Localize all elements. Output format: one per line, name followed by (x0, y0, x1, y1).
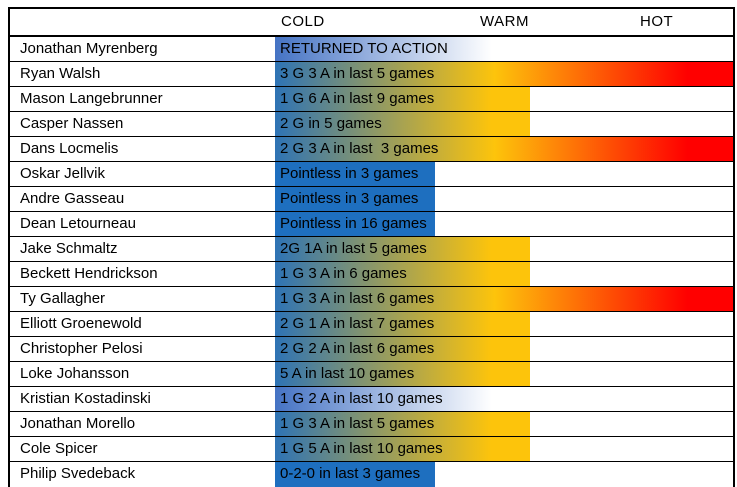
player-name: Loke Johansson (20, 365, 130, 382)
heat-scale-header: COLD WARM HOT (10, 9, 733, 37)
heat-bar-area: Pointless in 3 games (275, 162, 733, 186)
heat-bar-area: 1 G 3 A in 6 games (275, 262, 733, 286)
player-name: Christopher Pelosi (20, 340, 143, 357)
heat-bar-area: Pointless in 16 games (275, 212, 733, 236)
heat-bar-area: Pointless in 3 games (275, 187, 733, 211)
player-name: Dans Locmelis (20, 140, 119, 157)
heat-bar-warm: 2 G 1 A in last 7 games (275, 312, 530, 336)
heat-bar-warm: 1 G 3 A in last 5 games (275, 412, 530, 436)
heat-bar-hot: 2 G 3 A in last 3 games (275, 137, 733, 161)
player-name: Ty Gallagher (20, 290, 106, 307)
table-row: Jonathan Morello 1 G 3 A in last 5 games (10, 412, 733, 437)
heat-bar-warm: 1 G 5 A in last 10 games (275, 437, 530, 461)
table-row: Dean Letourneau Pointless in 16 games (10, 212, 733, 237)
heat-bar-area: RETURNED TO ACTION (275, 37, 733, 61)
status-label: 5 A in last 10 games (280, 365, 415, 382)
header-warm: WARM (480, 13, 529, 30)
heat-bar-area: 1 G 2 A in last 10 games (275, 387, 733, 411)
table-row: Ryan Walsh 3 G 3 A in last 5 games (10, 62, 733, 87)
heat-bar-warm: 1 G 3 A in 6 games (275, 262, 530, 286)
heat-bar-warm: 1 G 6 A in last 9 games (275, 87, 530, 111)
player-name: Ryan Walsh (20, 65, 101, 82)
table-row: Philip Svedeback 0-2-0 in last 3 games (10, 462, 733, 487)
heat-bar-cold: 0-2-0 in last 3 games (275, 462, 435, 487)
status-label: 3 G 3 A in last 5 games (280, 65, 435, 82)
table-row: Loke Johansson 5 A in last 10 games (10, 362, 733, 387)
player-name: Beckett Hendrickson (20, 265, 158, 282)
heat-bar-area: 2G 1A in last 5 games (275, 237, 733, 261)
player-name: Philip Svedeback (20, 465, 136, 482)
heat-bar-area: 1 G 6 A in last 9 games (275, 87, 733, 111)
table-row: Oskar Jellvik Pointless in 3 games (10, 162, 733, 187)
table-row: Christopher Pelosi 2 G 2 A in last 6 game… (10, 337, 733, 362)
heat-bar-fade: RETURNED TO ACTION (275, 37, 530, 61)
status-label: 1 G 6 A in last 9 games (280, 90, 435, 107)
status-label: 2 G 2 A in last 6 games (280, 340, 435, 357)
heat-bar-cold: Pointless in 3 games (275, 187, 435, 211)
status-label: 1 G 3 A in last 6 games (280, 290, 435, 307)
player-name: Dean Letourneau (20, 215, 136, 232)
player-name: Jonathan Morello (20, 415, 136, 432)
heat-bar-area: 5 A in last 10 games (275, 362, 733, 386)
player-name: Cole Spicer (20, 440, 98, 457)
heat-bar-hot: 3 G 3 A in last 5 games (275, 62, 733, 86)
status-label: 2 G 1 A in last 7 games (280, 315, 435, 332)
player-name: Mason Langebrunner (20, 90, 163, 107)
player-name: Andre Gasseau (20, 190, 125, 207)
status-label: RETURNED TO ACTION (280, 40, 448, 57)
status-label: 1 G 3 A in last 5 games (280, 415, 435, 432)
header-hot: HOT (640, 13, 674, 30)
heat-bar-hot: 1 G 3 A in last 6 games (275, 287, 733, 311)
heat-bar-area: 1 G 3 A in last 6 games (275, 287, 733, 311)
heat-bar-area: 3 G 3 A in last 5 games (275, 62, 733, 86)
status-label: 1 G 2 A in last 10 games (280, 390, 443, 407)
status-label: Pointless in 16 games (280, 215, 427, 232)
status-label: 2 G 3 A in last 3 games (280, 140, 439, 157)
heat-table: COLD WARM HOT Jonathan Myrenberg RETURNED… (8, 7, 735, 487)
status-label: 1 G 5 A in last 10 games (280, 440, 443, 457)
table-row: Casper Nassen 2 G in 5 games (10, 112, 733, 137)
player-name: Jake Schmaltz (20, 240, 118, 257)
heat-bar-area: 1 G 3 A in last 5 games (275, 412, 733, 436)
heat-bar-area: 2 G 2 A in last 6 games (275, 337, 733, 361)
table-row: Jake Schmaltz 2G 1A in last 5 games (10, 237, 733, 262)
heat-bar-warm: 2G 1A in last 5 games (275, 237, 530, 261)
player-rows: Jonathan Myrenberg RETURNED TO ACTION Ryan… (10, 37, 733, 487)
table-row: Kristian Kostadinski 1 G 2 A in last 10 g… (10, 387, 733, 412)
heat-bar-area: 0-2-0 in last 3 games (275, 462, 733, 487)
table-row: Dans Locmelis 2 G 3 A in last 3 games (10, 137, 733, 162)
heat-bar-warm: 2 G in 5 games (275, 112, 530, 136)
status-label: 2 G in 5 games (280, 115, 382, 132)
header-cold: COLD (281, 13, 325, 30)
table-row: Andre Gasseau Pointless in 3 games (10, 187, 733, 212)
player-name: Oskar Jellvik (20, 165, 106, 182)
table-row: Beckett Hendrickson 1 G 3 A in 6 games (10, 262, 733, 287)
table-row: Ty Gallagher 1 G 3 A in last 6 games (10, 287, 733, 312)
heat-bar-area: 1 G 5 A in last 10 games (275, 437, 733, 461)
heat-bar-area: 2 G 3 A in last 3 games (275, 137, 733, 161)
table-row: Jonathan Myrenberg RETURNED TO ACTION (10, 37, 733, 62)
table-row: Mason Langebrunner 1 G 6 A in last 9 game… (10, 87, 733, 112)
table-row: Cole Spicer 1 G 5 A in last 10 games (10, 437, 733, 462)
heat-bar-cold: Pointless in 16 games (275, 212, 435, 236)
heat-bar-fade: 1 G 2 A in last 10 games (275, 387, 530, 411)
heat-bar-area: 2 G 1 A in last 7 games (275, 312, 733, 336)
status-label: Pointless in 3 games (280, 190, 419, 207)
player-name: Kristian Kostadinski (20, 390, 151, 407)
heat-bar-cold: Pointless in 3 games (275, 162, 435, 186)
heat-bar-area: 2 G in 5 games (275, 112, 733, 136)
player-name: Casper Nassen (20, 115, 124, 132)
status-label: 1 G 3 A in 6 games (280, 265, 407, 282)
status-label: Pointless in 3 games (280, 165, 419, 182)
status-label: 0-2-0 in last 3 games (280, 465, 421, 482)
player-name: Elliott Groenewold (20, 315, 142, 332)
heat-bar-warm: 2 G 2 A in last 6 games (275, 337, 530, 361)
status-label: 2G 1A in last 5 games (280, 240, 427, 257)
player-name: Jonathan Myrenberg (20, 40, 158, 57)
table-row: Elliott Groenewold 2 G 1 A in last 7 game… (10, 312, 733, 337)
heat-bar-warm: 5 A in last 10 games (275, 362, 530, 386)
